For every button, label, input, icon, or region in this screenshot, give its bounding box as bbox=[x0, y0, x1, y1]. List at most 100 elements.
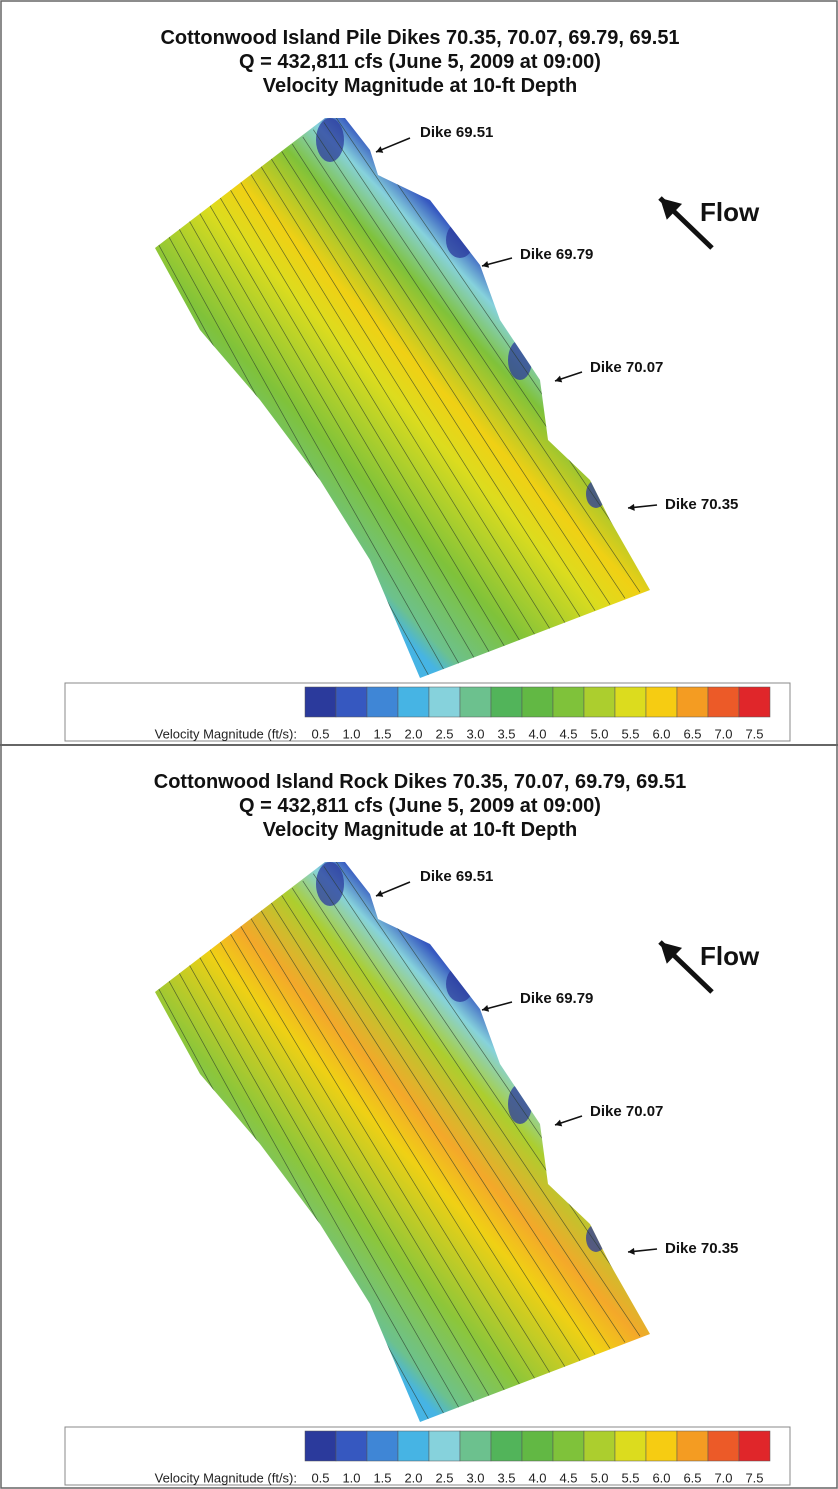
colorbar-cell bbox=[614, 686, 647, 718]
colorbar-tick-label: 5.5 bbox=[621, 726, 639, 741]
colorbar-cell bbox=[583, 686, 616, 718]
panel-title: Q = 432,811 cfs (June 5, 2009 at 09:00) bbox=[239, 795, 601, 817]
colorbar-tick-label: 7.0 bbox=[714, 1470, 732, 1485]
colorbar-tick-label: 2.5 bbox=[435, 726, 453, 741]
streamline bbox=[302, 136, 611, 605]
streamline bbox=[186, 216, 446, 672]
dike-label: Dike 69.51 bbox=[420, 868, 493, 885]
dike-label: Dike 70.35 bbox=[665, 1240, 738, 1257]
arrow-head bbox=[555, 375, 563, 383]
streamline bbox=[334, 118, 650, 587]
dike-label: Dike 70.07 bbox=[590, 359, 663, 376]
streamline bbox=[196, 208, 461, 666]
colorbar-cell bbox=[707, 686, 740, 718]
streamline bbox=[249, 172, 536, 636]
dike-label: Dike 69.51 bbox=[420, 124, 493, 141]
eddy bbox=[446, 966, 474, 1002]
eddy bbox=[586, 480, 606, 508]
colorbar-tick-label: 1.0 bbox=[342, 1470, 360, 1485]
colorbar-cell bbox=[366, 686, 399, 718]
arrow-head bbox=[482, 260, 490, 268]
colorbar-cell bbox=[738, 686, 771, 718]
colorbar-cell bbox=[614, 1430, 647, 1462]
colorbar-tick-label: 4.0 bbox=[528, 726, 546, 741]
colorbar-tick-label: 5.0 bbox=[590, 726, 608, 741]
colorbar-tick-label: 3.5 bbox=[497, 1470, 515, 1485]
arrow-head bbox=[660, 198, 683, 220]
colorbar-cell bbox=[304, 1430, 337, 1462]
legend-label: Velocity Magnitude (ft/s): bbox=[155, 726, 297, 741]
colorbar-cell bbox=[459, 686, 492, 718]
eddy bbox=[446, 222, 474, 258]
arrow-head bbox=[628, 1247, 635, 1255]
streamline bbox=[196, 952, 461, 1410]
arrow-head bbox=[660, 942, 683, 964]
streamline bbox=[281, 895, 581, 1361]
colorbar-cell bbox=[552, 686, 585, 718]
streamline bbox=[207, 201, 476, 660]
colorbar-tick-label: 1.5 bbox=[373, 1470, 391, 1485]
streamline bbox=[228, 187, 506, 648]
colorbar-tick-label: 3.5 bbox=[497, 726, 515, 741]
colorbar-tick-label: 3.0 bbox=[466, 726, 484, 741]
colorbar-cell bbox=[676, 1430, 709, 1462]
colorbar-cell bbox=[707, 1430, 740, 1462]
panel-title: Cottonwood Island Pile Dikes 70.35, 70.0… bbox=[160, 27, 679, 49]
colorbar-tick-label: 1.0 bbox=[342, 726, 360, 741]
colorbar-cell bbox=[521, 686, 554, 718]
colorbar-cell bbox=[304, 686, 337, 718]
panel: Cottonwood Island Rock Dikes 70.35, 70.0… bbox=[64, 771, 791, 1486]
streamline bbox=[323, 866, 641, 1337]
panel-title: Velocity Magnitude at 10-ft Depth bbox=[263, 75, 577, 97]
colorbar-cell bbox=[459, 1430, 492, 1462]
dike-label: Dike 70.07 bbox=[590, 1103, 663, 1120]
river bbox=[155, 862, 650, 1422]
colorbar-tick-label: 5.0 bbox=[590, 1470, 608, 1485]
colorbar-tick-label: 6.0 bbox=[652, 1470, 670, 1485]
colorbar-cell bbox=[428, 686, 461, 718]
streamline bbox=[334, 862, 650, 1331]
arrow-head bbox=[555, 1119, 563, 1127]
colorbar-tick-label: 0.5 bbox=[311, 1470, 329, 1485]
dike-label: Dike 69.79 bbox=[520, 990, 593, 1007]
streamline bbox=[260, 165, 551, 630]
streamline bbox=[249, 916, 536, 1380]
arrow-head bbox=[376, 890, 384, 897]
colorbar-cell bbox=[645, 686, 678, 718]
streamline bbox=[218, 194, 491, 654]
panel-title: Cottonwood Island Rock Dikes 70.35, 70.0… bbox=[154, 771, 686, 793]
streamline bbox=[270, 158, 566, 623]
eddy bbox=[316, 862, 344, 906]
colorbar-cell bbox=[645, 1430, 678, 1462]
colorbar-tick-label: 4.0 bbox=[528, 1470, 546, 1485]
colorbar-cell bbox=[738, 1430, 771, 1462]
colorbar-tick-label: 7.5 bbox=[745, 726, 763, 741]
arrow-head bbox=[482, 1004, 490, 1012]
colorbar-tick-label: 4.5 bbox=[559, 726, 577, 741]
dike-label: Dike 70.35 bbox=[665, 496, 738, 513]
streamline bbox=[186, 960, 446, 1416]
colorbar-cell bbox=[676, 686, 709, 718]
colorbar-cell bbox=[521, 1430, 554, 1462]
colorbar-tick-label: 7.5 bbox=[745, 1470, 763, 1485]
legend-label: Velocity Magnitude (ft/s): bbox=[155, 1470, 297, 1485]
streamline bbox=[239, 924, 521, 1386]
panel: Cottonwood Island Pile Dikes 70.35, 70.0… bbox=[64, 27, 791, 742]
colorbar-tick-label: 5.5 bbox=[621, 1470, 639, 1485]
colorbar-cell bbox=[428, 1430, 461, 1462]
colorbar-tick-label: 7.0 bbox=[714, 726, 732, 741]
panel-title: Q = 432,811 cfs (June 5, 2009 at 09:00) bbox=[239, 51, 601, 73]
colorbar-cell bbox=[335, 1430, 368, 1462]
flow-label: Flow bbox=[700, 197, 760, 227]
eddy bbox=[586, 1224, 606, 1252]
colorbar-cell bbox=[490, 1430, 523, 1462]
flow-label: Flow bbox=[700, 941, 760, 971]
streamline bbox=[218, 938, 491, 1398]
eddy bbox=[316, 118, 344, 162]
colorbar-tick-label: 4.5 bbox=[559, 1470, 577, 1485]
streamline bbox=[291, 887, 596, 1355]
streamline bbox=[281, 151, 581, 617]
colorbar-cell bbox=[490, 686, 523, 718]
dike-label: Dike 69.79 bbox=[520, 246, 593, 263]
